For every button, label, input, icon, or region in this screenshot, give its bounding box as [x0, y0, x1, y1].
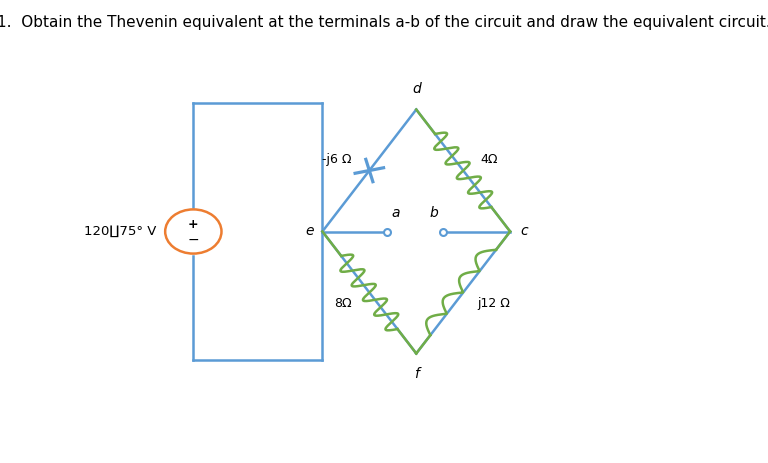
Text: a: a	[392, 206, 400, 220]
Text: e: e	[305, 225, 313, 238]
Text: f: f	[414, 367, 419, 381]
Text: 1.  Obtain the Thevenin equivalent at the terminals a-b of the circuit and draw : 1. Obtain the Thevenin equivalent at the…	[0, 15, 768, 30]
Text: d: d	[412, 82, 421, 96]
Text: −: −	[187, 233, 199, 247]
Text: c: c	[521, 225, 528, 238]
Text: b: b	[429, 206, 438, 220]
Text: +: +	[188, 218, 199, 231]
Text: 4Ω: 4Ω	[481, 152, 498, 165]
Text: 120∐75° V: 120∐75° V	[84, 225, 157, 238]
Text: -j6 Ω: -j6 Ω	[323, 152, 352, 165]
Text: 8Ω: 8Ω	[334, 298, 352, 311]
Text: j12 Ω: j12 Ω	[477, 298, 510, 311]
